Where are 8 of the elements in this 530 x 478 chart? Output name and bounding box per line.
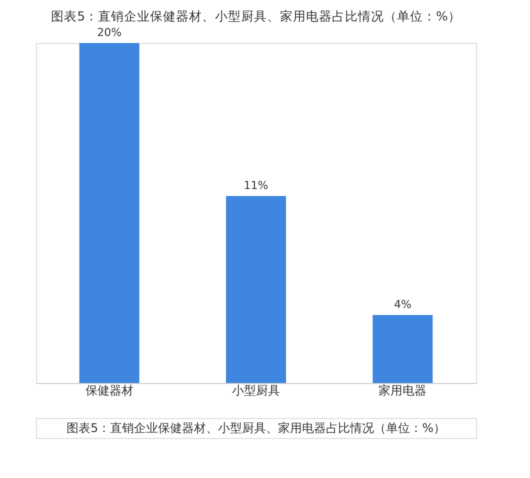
- x-tick-label: 家用电器: [378, 384, 427, 398]
- x-tick-label: 小型厨具: [232, 384, 280, 398]
- data-label: 20%: [97, 26, 122, 39]
- data-label: 4%: [394, 298, 412, 311]
- text: 图表5：直销企业保健器材、小型厨具、家用电器占比情况（单位：%）: [66, 421, 446, 435]
- x-tick-label: 保健器材: [85, 384, 134, 398]
- data-label: 11%: [244, 179, 268, 192]
- chart-title: 图表5：直销企业保健器材、小型厨具、家用电器占比情况（单位：%）: [51, 8, 461, 24]
